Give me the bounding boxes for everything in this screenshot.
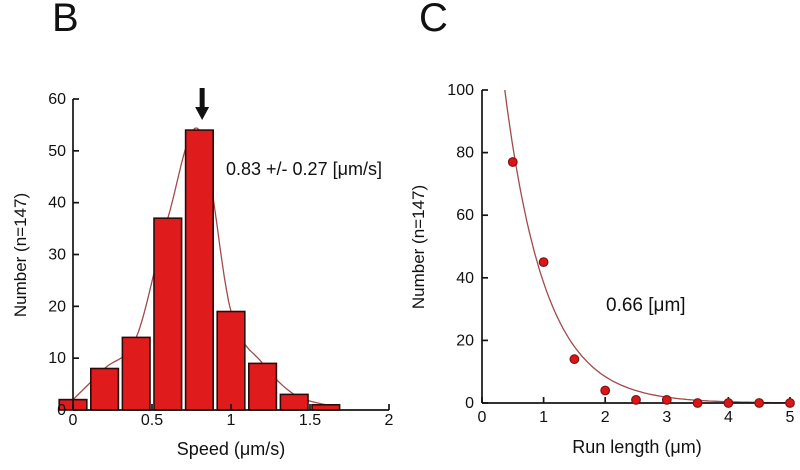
data-point xyxy=(569,354,580,365)
x-tick-label: 0 xyxy=(69,412,78,429)
y-axis-label-run-length-plot: Number (n=147) xyxy=(409,184,428,310)
y-tick-label: 0 xyxy=(465,395,474,412)
y-tick-label: 60 xyxy=(48,91,66,108)
panel-run-length-scatter: 0 1 2 3 4 5 0 20 40 60 80 100 xyxy=(447,82,795,426)
histogram-bar xyxy=(121,336,151,411)
x-tick-label: 1.5 xyxy=(299,412,321,429)
gaussian-fit-annotation: 0.83 +/- 0.27 [μm/s] xyxy=(226,159,382,179)
x-tick-label: 0.5 xyxy=(141,412,163,429)
data-point xyxy=(538,257,549,268)
x-tick-label: 2 xyxy=(601,409,610,426)
exponential-fit-annotation: 0.66 [μm] xyxy=(606,295,686,316)
histogram-bar xyxy=(216,310,246,411)
histogram-bar xyxy=(153,217,183,411)
x-tick-label: 3 xyxy=(662,409,671,426)
y-tick-label: 60 xyxy=(456,207,474,224)
x-tick-label: 5 xyxy=(786,409,795,426)
data-point xyxy=(631,395,641,405)
y-tick-label: 0 xyxy=(57,402,66,419)
panel-label-B: B xyxy=(52,0,79,40)
x-tick-label: 4 xyxy=(724,409,733,426)
histogram-bar xyxy=(90,367,120,411)
y-axis-label-speed-histogram: Number (n=147) xyxy=(11,192,30,318)
y-tick-label: 10 xyxy=(48,350,66,367)
y-tick-label: 50 xyxy=(48,143,66,160)
histogram-bar xyxy=(279,393,309,411)
y-tick-label: 100 xyxy=(447,82,474,99)
x-tick-label: 1 xyxy=(539,409,548,426)
fit-curve xyxy=(504,89,789,404)
data-point xyxy=(661,395,672,405)
y-tick-label: 80 xyxy=(456,145,474,162)
peak-arrow-icon xyxy=(195,88,210,120)
data-point xyxy=(507,157,518,167)
x-axis-label-speed: Speed (μm/s) xyxy=(176,439,286,459)
y-tick-label: 20 xyxy=(48,298,66,315)
panel-label-C: C xyxy=(419,0,448,40)
histogram-bar xyxy=(184,129,215,411)
data-point xyxy=(600,385,611,396)
histogram-bar xyxy=(248,362,278,411)
x-tick-label: 1 xyxy=(227,412,236,429)
data-point xyxy=(754,398,765,408)
y-tick-label: 30 xyxy=(48,247,66,264)
y-tick-label: 40 xyxy=(456,270,474,287)
data-point xyxy=(723,398,734,408)
x-axis-label-run-length: Run length (μm) xyxy=(572,437,702,457)
data-point xyxy=(692,398,703,408)
y-tick-label: 40 xyxy=(48,195,66,212)
x-tick-label: 2 xyxy=(385,412,394,429)
y-tick-label: 20 xyxy=(456,332,474,349)
x-tick-label: 0 xyxy=(478,409,487,426)
data-point xyxy=(785,398,795,408)
